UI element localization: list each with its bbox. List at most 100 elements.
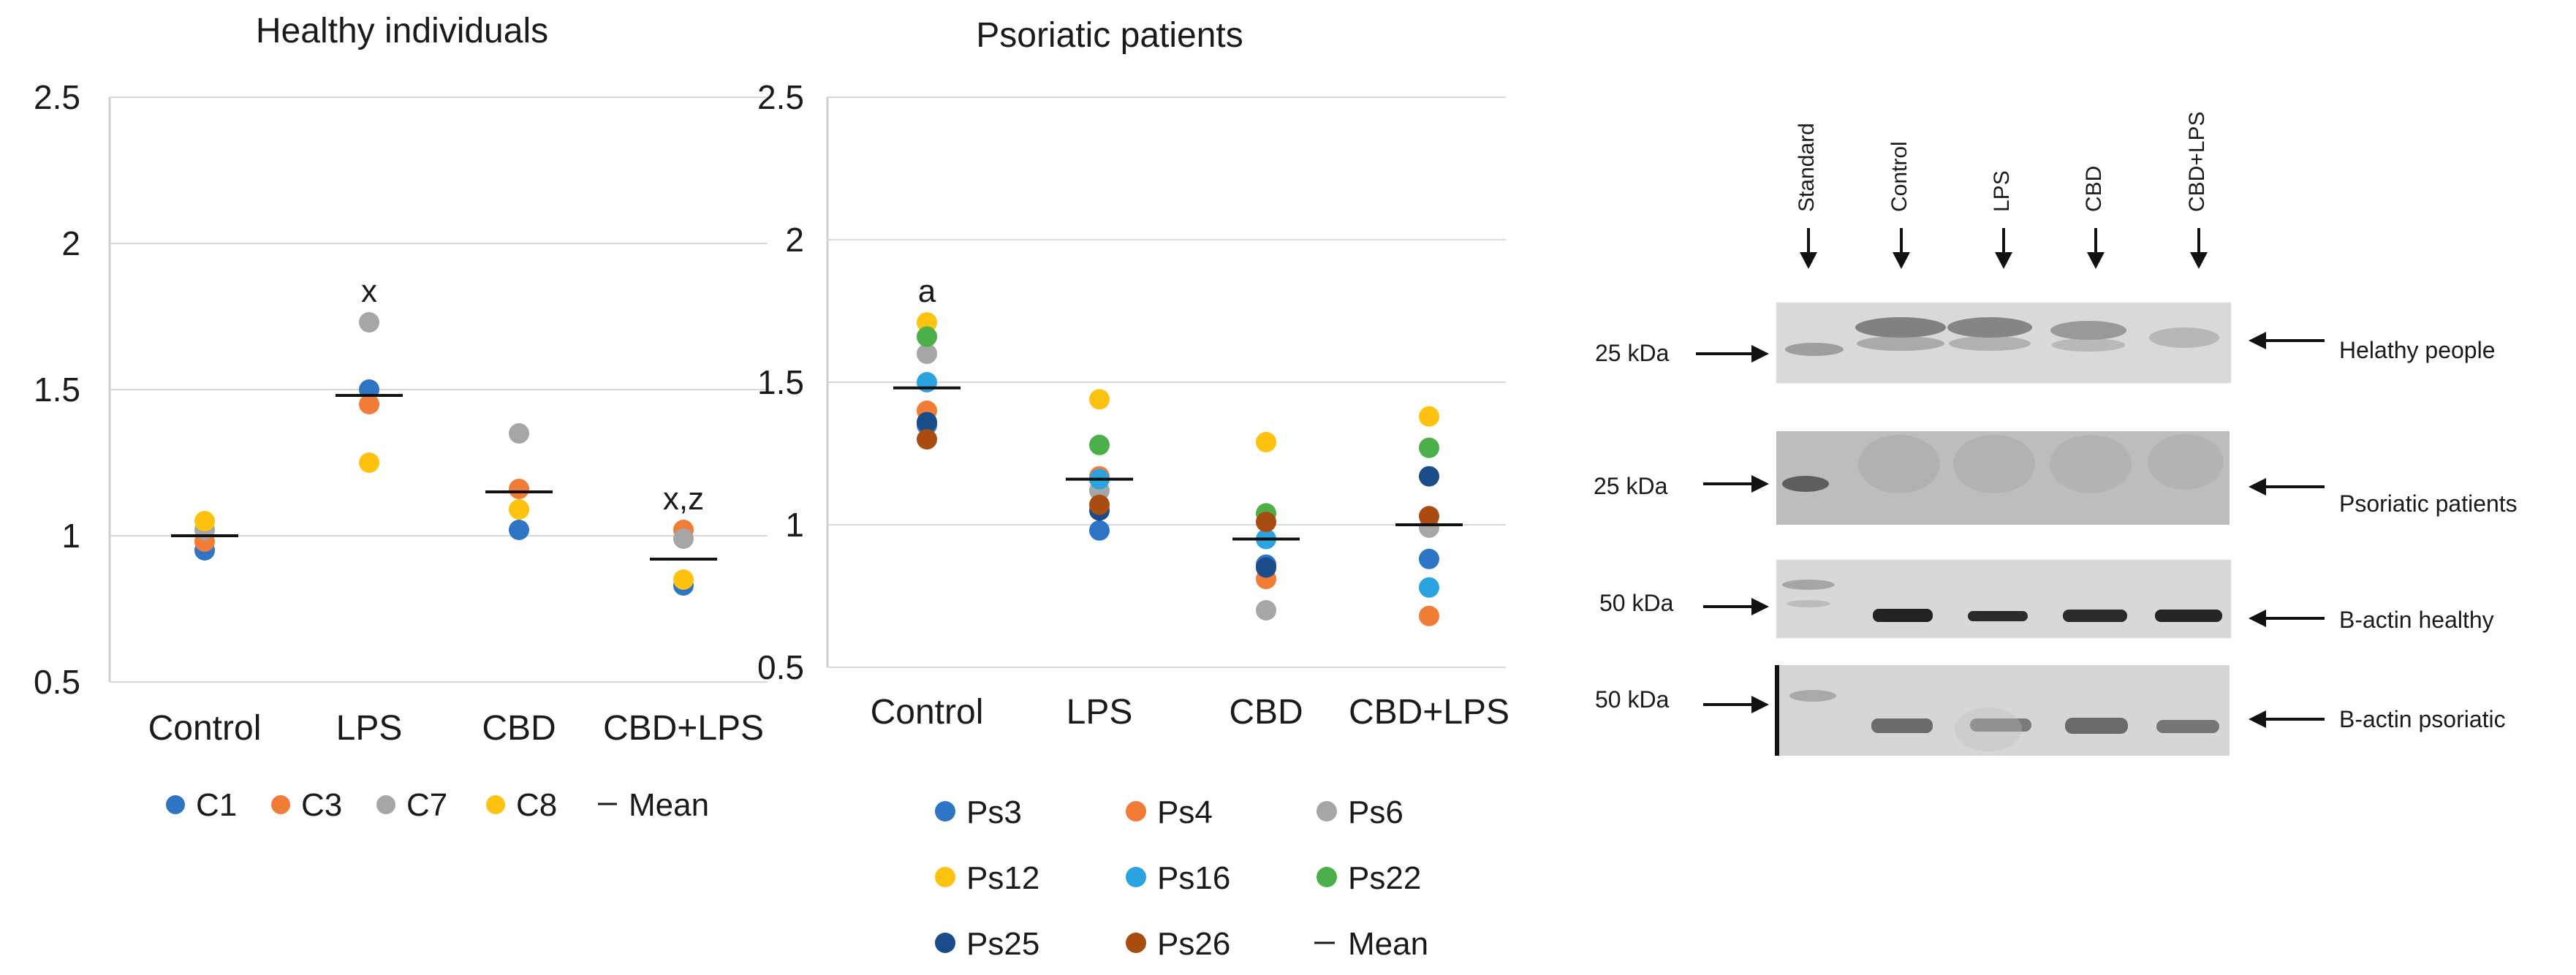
legend-marker-ps22 xyxy=(1317,867,1337,887)
y-tick-label: 1 xyxy=(61,517,80,555)
marker-arrows xyxy=(1696,345,1769,713)
legend: Ps3 Ps4 Ps6 Ps12 Ps16 Ps22 Ps25 Ps26 Mea… xyxy=(935,794,1428,962)
legend-label: Ps3 xyxy=(966,794,1022,830)
mean-markers xyxy=(893,386,1463,541)
row-label-psoriatic: Psoriatic patients xyxy=(2339,490,2518,517)
data-point-ps25-cbd xyxy=(1256,557,1276,578)
data-points xyxy=(194,312,694,596)
x-tick-labels: Control LPS CBD CBD+LPS xyxy=(871,693,1509,732)
legend: C1 C3 C7 C8 Mean xyxy=(166,787,709,823)
data-point-ps12-lps xyxy=(1089,389,1110,410)
y-tick-label: 2 xyxy=(61,224,80,262)
blot-bands-bactin-psoriatic xyxy=(1789,690,2219,751)
legend-marker-ps25 xyxy=(935,933,955,953)
y-tick-label: 0.5 xyxy=(34,663,80,701)
data-point-ps12-control xyxy=(917,312,937,333)
legend-label: C1 xyxy=(196,787,237,823)
data-point-ps12-cbd-lps xyxy=(1419,406,1439,427)
legend-marker-ps16 xyxy=(1126,867,1146,887)
data-point-ps22-control xyxy=(917,326,937,347)
data-point-c7-cbd-lps xyxy=(673,528,694,549)
row-arrows xyxy=(2249,332,2325,728)
data-point-ps26-cbd xyxy=(1256,512,1276,533)
legend-label: Ps16 xyxy=(1157,860,1230,896)
data-point-c3-cbd xyxy=(509,479,529,499)
legend-label: Mean xyxy=(1348,926,1428,962)
y-tick-label: 1.5 xyxy=(34,371,80,409)
lane-arrows xyxy=(1800,228,2208,269)
data-point-c3-lps xyxy=(359,394,379,414)
mean-markers xyxy=(171,394,717,561)
y-tick-label: 2 xyxy=(785,221,804,259)
data-point-ps6-control xyxy=(917,344,937,364)
x-tick-label-lps: LPS xyxy=(336,709,403,748)
legend-marker-c7 xyxy=(376,795,395,814)
data-point-ps6-cbd xyxy=(1256,600,1276,621)
y-tick-labels: 0.5 1 1.5 2 2.5 xyxy=(34,78,80,701)
blot-strip-bactin-healthy xyxy=(1776,559,2232,639)
y-tick-labels: 0.5 1 1.5 2 2.5 xyxy=(757,78,804,686)
data-point-ps12-cbd xyxy=(1256,431,1276,452)
chart-psoriatic-patients: Psoriatic patients 0.5 1 1.5 2 2.5 Control LP… xyxy=(757,16,1509,962)
significance-label-cbd-lps: x,z xyxy=(663,481,704,517)
marker-label-row1: 25 kDa xyxy=(1595,340,1670,366)
legend-marker-ps12 xyxy=(935,867,955,887)
data-point-ps26-control xyxy=(917,429,937,449)
legend-marker-c3 xyxy=(271,795,290,814)
gridlines xyxy=(827,96,1506,668)
chart-healthy-individuals: Healthy individuals 0.5 1 1.5 2 2.5 Control L… xyxy=(34,12,768,823)
annotations: a xyxy=(918,273,936,309)
lane-label-cbd-lps: CBD+LPS xyxy=(2185,111,2209,212)
data-point-c8-cbd xyxy=(509,499,529,520)
x-tick-label-cbd-lps: CBD+LPS xyxy=(603,709,764,748)
blot-strip-bactin-psoriatic xyxy=(1776,665,2230,756)
data-point-ps25-cbd-lps xyxy=(1419,466,1439,487)
x-tick-label-lps: LPS xyxy=(1067,693,1133,732)
data-points xyxy=(917,312,1439,626)
blot-strip-edge xyxy=(1775,665,1779,756)
data-point-ps25-control xyxy=(917,411,937,433)
legend-marker-c1 xyxy=(166,795,185,814)
data-point-ps26-lps xyxy=(1089,494,1110,515)
row-label-bactin-psoriatic: B-actin psoriatic xyxy=(2339,706,2506,732)
row-label-healthy: Helathy people xyxy=(2339,337,2495,363)
y-tick-label: 1.5 xyxy=(757,363,804,401)
legend-marker-ps4 xyxy=(1126,801,1146,822)
data-point-ps22-lps xyxy=(1089,434,1110,455)
legend-marker-ps6 xyxy=(1317,801,1337,822)
data-point-ps3-lps xyxy=(1089,520,1110,541)
legend-label: Ps26 xyxy=(1157,926,1230,962)
chart-title: Psoriatic patients xyxy=(976,16,1243,55)
data-point-c7-cbd xyxy=(509,423,529,444)
legend-label: Ps22 xyxy=(1348,860,1421,896)
significance-label-control: a xyxy=(918,273,936,309)
chart-title: Healthy individuals xyxy=(256,12,548,50)
legend-label: C3 xyxy=(301,787,342,823)
legend-label: Ps25 xyxy=(966,926,1039,962)
y-tick-label: 2.5 xyxy=(34,78,80,116)
lane-label-cbd: CBD xyxy=(2082,166,2106,212)
x-tick-label-cbd: CBD xyxy=(482,709,556,748)
legend-label: Ps4 xyxy=(1157,794,1213,830)
row-label-bactin-healthy: B-actin healthy xyxy=(2339,607,2494,633)
data-point-c1-cbd xyxy=(509,520,529,540)
y-tick-label: 2.5 xyxy=(757,78,804,116)
legend-marker-c8 xyxy=(486,795,505,814)
data-point-c8-lps xyxy=(359,452,379,473)
blot-bands-psoriatic xyxy=(1782,434,2224,493)
x-tick-label-control: Control xyxy=(148,709,262,748)
legend-label: C7 xyxy=(406,787,447,823)
significance-label-lps: x xyxy=(361,273,377,309)
annotations: x x,z xyxy=(361,273,704,517)
data-point-ps26-cbd-lps xyxy=(1419,506,1439,527)
legend-label: Ps6 xyxy=(1348,794,1403,830)
y-tick-label: 0.5 xyxy=(757,648,804,686)
legend-marker-ps26 xyxy=(1126,933,1146,953)
x-tick-labels: Control LPS CBD CBD+LPS xyxy=(148,709,764,748)
data-point-c7-lps xyxy=(359,312,379,333)
legend-label: Ps12 xyxy=(966,860,1039,896)
gridlines xyxy=(110,96,768,683)
blot-bands-bactin-healthy xyxy=(1782,580,2222,622)
data-point-c8-control xyxy=(194,511,215,531)
y-tick-label: 1 xyxy=(785,506,804,544)
